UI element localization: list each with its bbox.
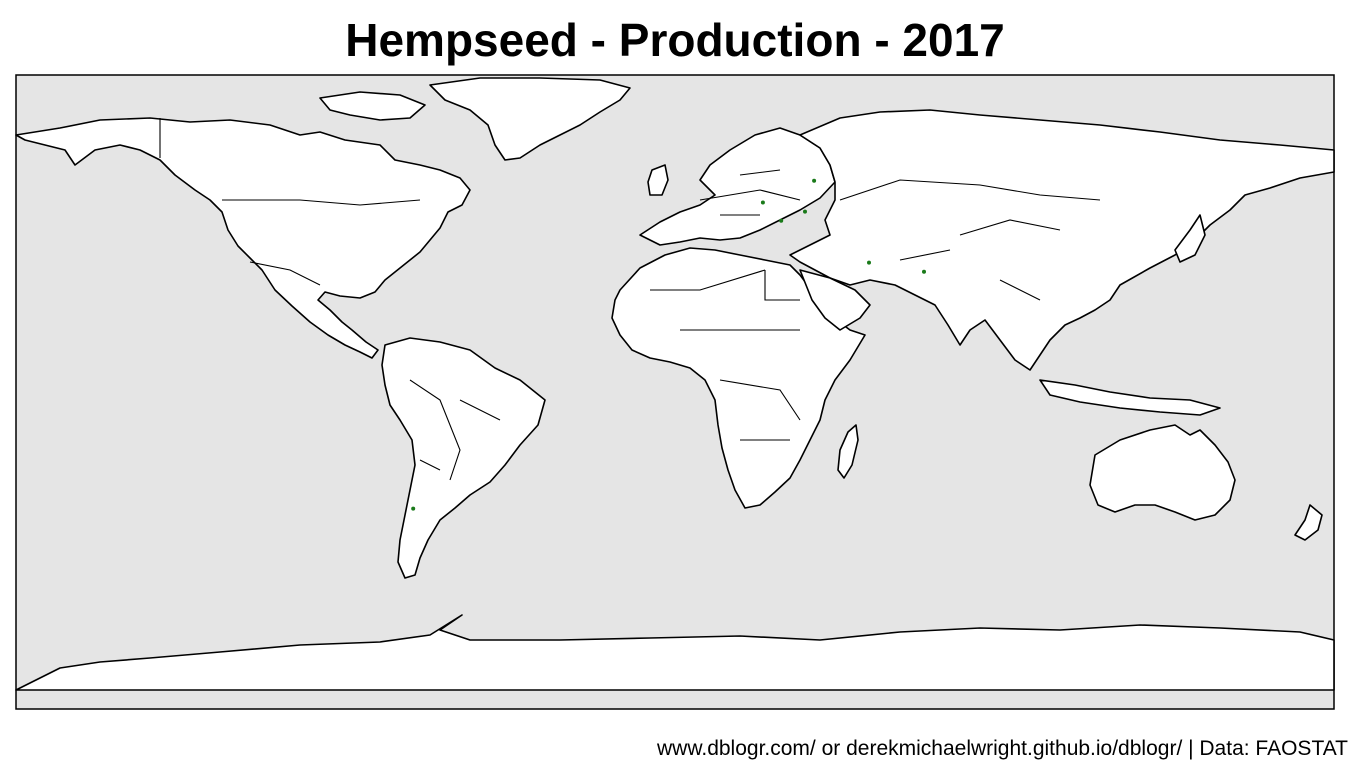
production-markers bbox=[411, 178, 926, 511]
map-caption: www.dblogr.com/ or derekmichaelwright.gi… bbox=[657, 737, 1348, 760]
land-layer bbox=[15, 77, 1335, 691]
border-us-mexico bbox=[249, 261, 321, 286]
production-marker-7 bbox=[411, 506, 416, 511]
land-north-america bbox=[15, 117, 471, 359]
land-indonesia bbox=[1039, 379, 1221, 416]
land-arabia bbox=[799, 269, 871, 331]
land-new-zealand bbox=[1294, 504, 1323, 541]
land-antarctica bbox=[15, 614, 1335, 691]
land-asia bbox=[789, 109, 1335, 371]
border-europe bbox=[699, 169, 801, 216]
production-marker-3 bbox=[803, 209, 807, 214]
land-south-america bbox=[381, 337, 546, 579]
land-madagascar bbox=[837, 424, 859, 479]
border-south-america bbox=[409, 379, 501, 481]
production-marker-2 bbox=[760, 200, 765, 205]
land-greenland bbox=[429, 77, 631, 161]
land-arctic-islands bbox=[319, 91, 426, 121]
production-marker-4 bbox=[779, 218, 784, 223]
land-australia bbox=[1089, 424, 1236, 521]
production-marker-6 bbox=[922, 269, 926, 274]
land-britain bbox=[647, 164, 669, 196]
border-us-canada bbox=[222, 199, 421, 206]
production-marker-1 bbox=[812, 178, 817, 183]
map-title: Hempseed - Production - 2017 bbox=[345, 14, 1005, 66]
country-borders bbox=[159, 118, 1101, 481]
border-africa bbox=[650, 269, 801, 441]
production-marker-5 bbox=[867, 260, 871, 265]
land-africa bbox=[611, 247, 866, 509]
border-asia bbox=[839, 179, 1101, 301]
land-japan bbox=[1174, 214, 1206, 263]
